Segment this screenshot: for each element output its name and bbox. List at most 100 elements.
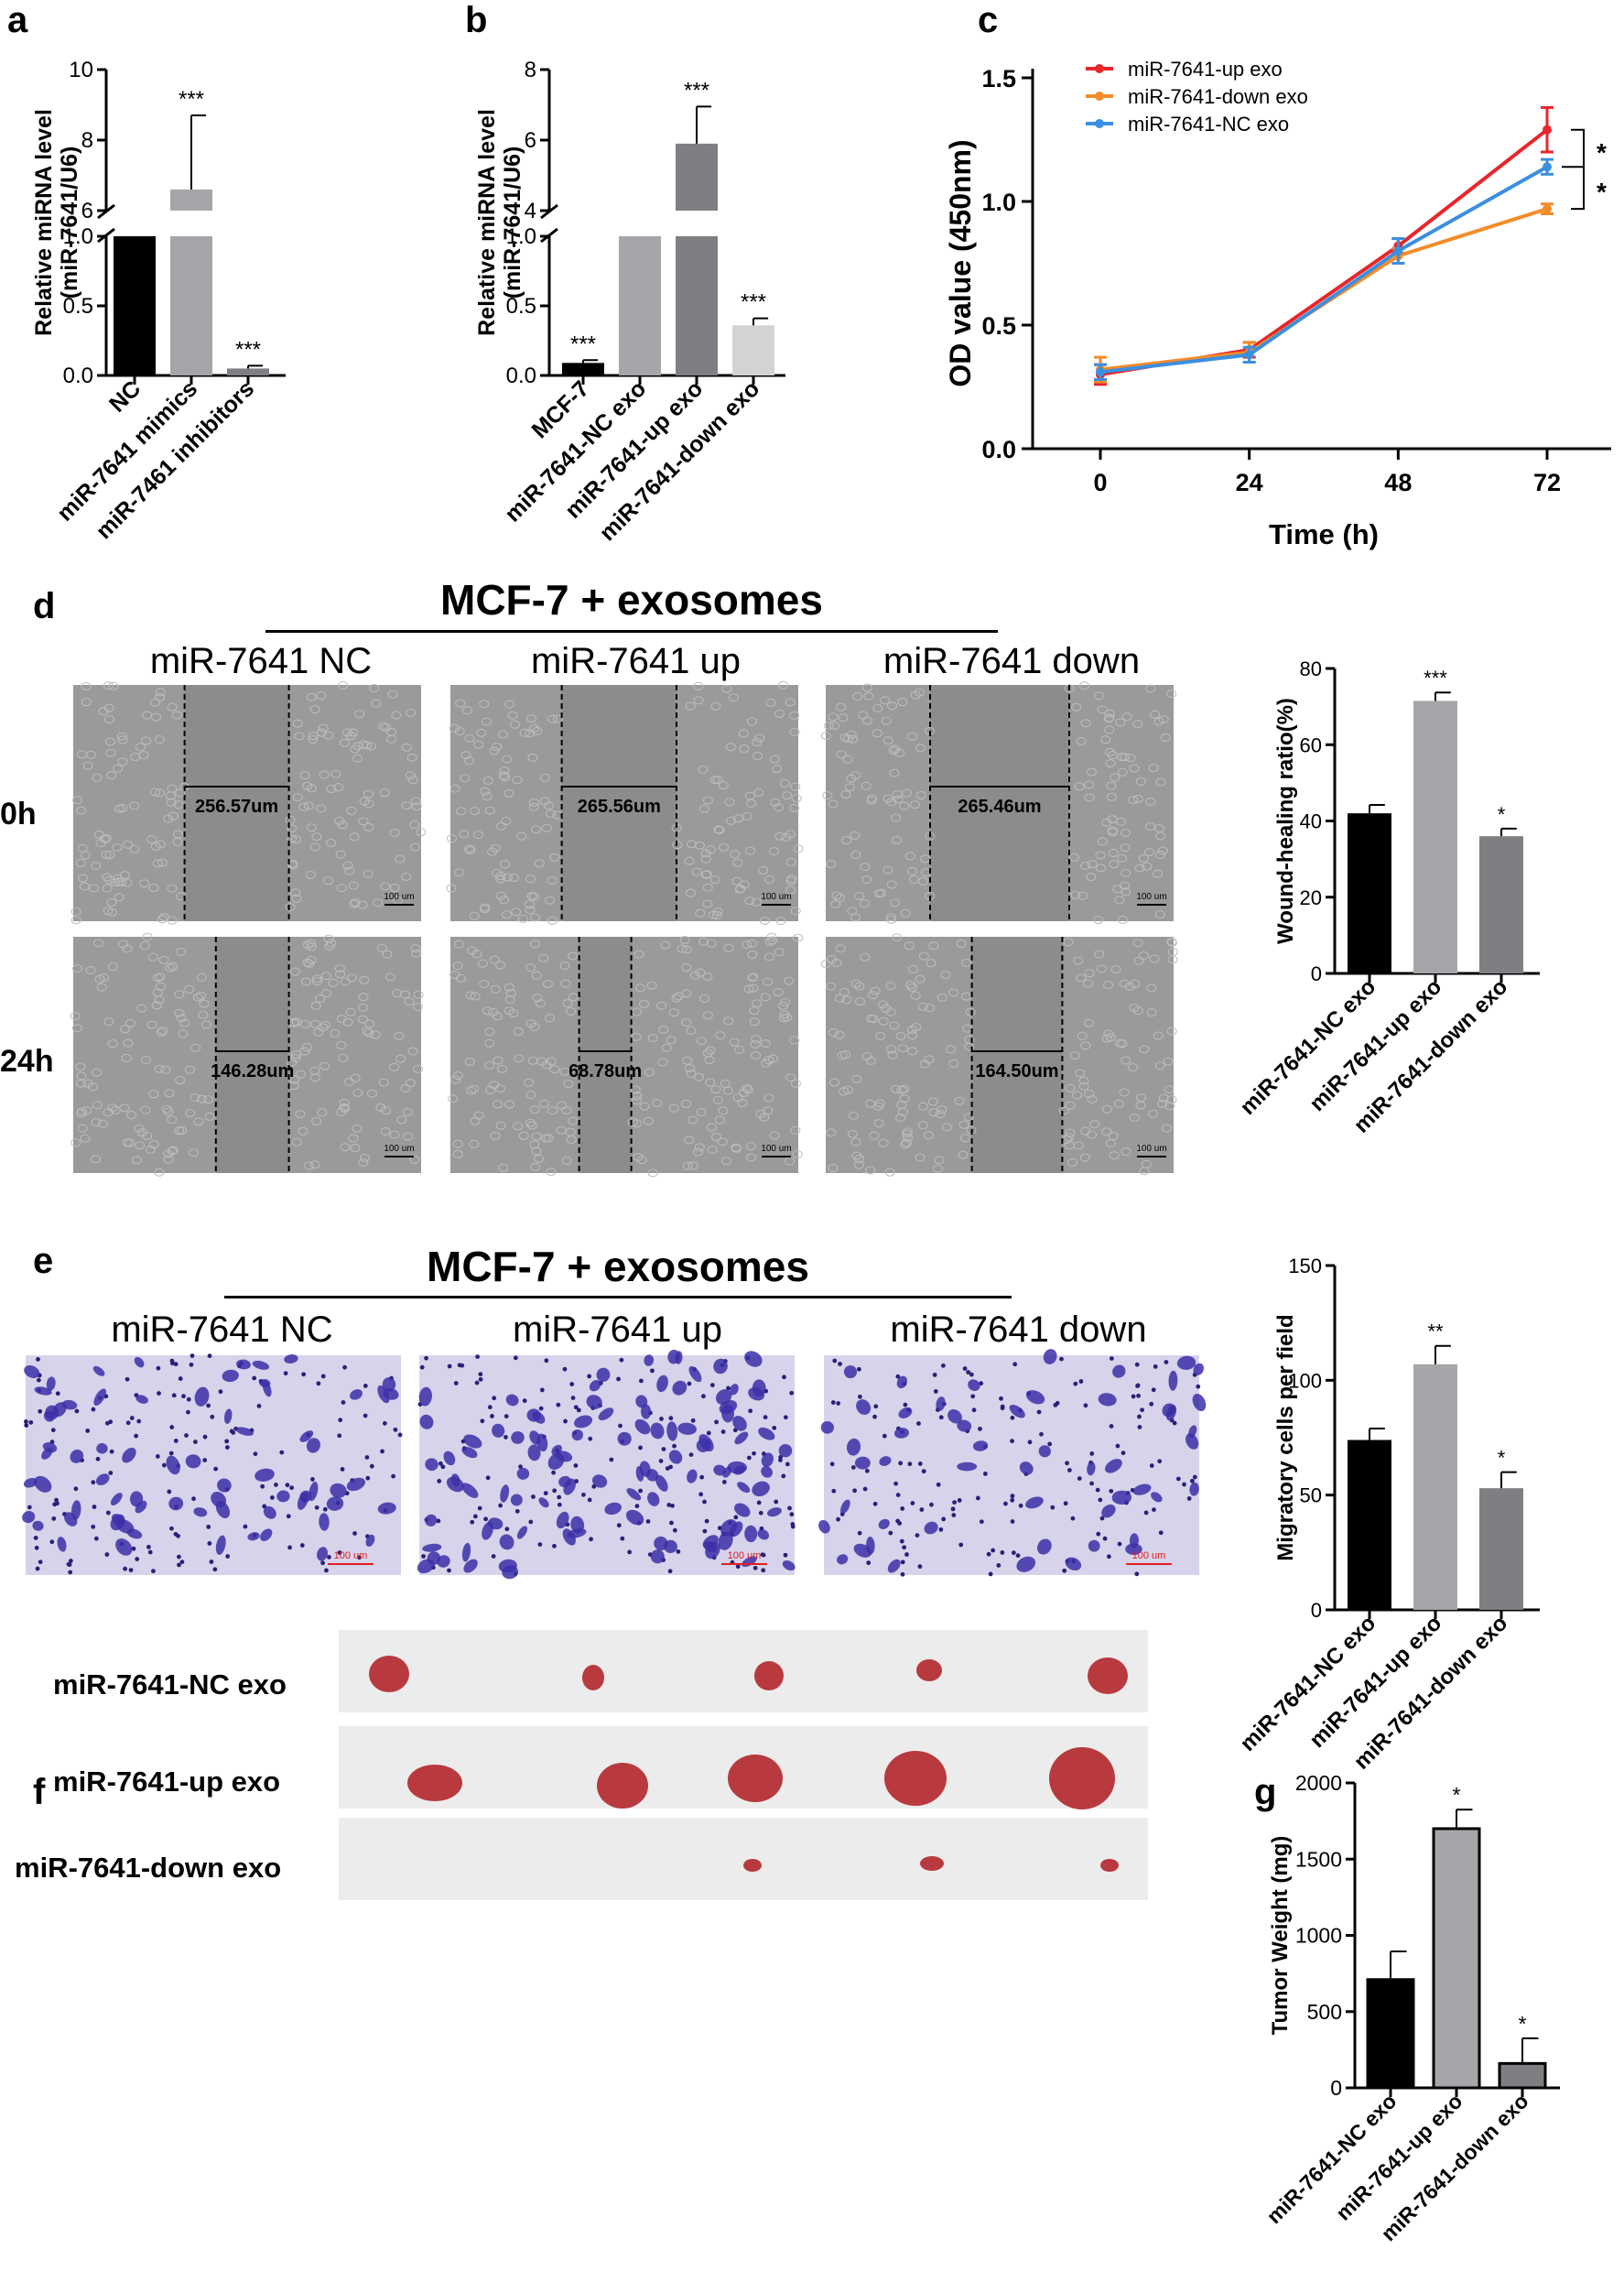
cell xyxy=(289,967,300,976)
pore xyxy=(206,1524,211,1529)
cell xyxy=(104,737,115,746)
cell xyxy=(171,711,182,720)
cell xyxy=(630,1085,641,1094)
cell xyxy=(1097,837,1108,846)
pore xyxy=(1196,1384,1201,1389)
cell xyxy=(563,1079,574,1088)
cell xyxy=(568,993,579,1002)
cell xyxy=(179,1018,190,1027)
pore xyxy=(1089,1451,1095,1456)
tumor xyxy=(407,1765,462,1801)
cell xyxy=(464,733,475,743)
cell xyxy=(1070,890,1081,899)
cell xyxy=(820,732,831,741)
cell xyxy=(406,708,417,717)
cell xyxy=(160,1065,171,1074)
pore xyxy=(986,1551,991,1557)
cell xyxy=(287,834,298,843)
cell xyxy=(148,1090,159,1099)
cell xyxy=(452,1139,463,1148)
cell xyxy=(702,883,713,892)
pore xyxy=(453,1381,459,1385)
migrated-cell xyxy=(846,1438,861,1456)
pore xyxy=(206,1403,211,1408)
cell xyxy=(146,835,157,844)
cell xyxy=(77,843,88,853)
cell xyxy=(176,892,187,901)
migrated-cell xyxy=(115,1538,133,1556)
bar xyxy=(1479,836,1523,973)
pore xyxy=(224,1445,230,1450)
cell xyxy=(960,1134,971,1143)
cell xyxy=(928,941,939,951)
cell xyxy=(167,884,178,893)
cell xyxy=(91,1118,102,1127)
cell xyxy=(345,1007,356,1016)
cell xyxy=(291,1050,302,1059)
pore xyxy=(28,1419,34,1425)
cell xyxy=(80,1134,91,1143)
pore xyxy=(129,1416,135,1420)
cell xyxy=(525,1118,536,1127)
cell xyxy=(906,1026,917,1035)
series-line xyxy=(1099,128,1549,376)
pore xyxy=(756,1500,762,1505)
stain-image-grid: 100 um 100 um 100 um xyxy=(22,1349,1207,1580)
cell xyxy=(917,876,928,886)
pore xyxy=(173,1439,179,1443)
cell xyxy=(910,690,921,700)
cell xyxy=(326,838,337,847)
cell xyxy=(759,916,770,925)
migrated-cell xyxy=(1025,1496,1044,1509)
pore xyxy=(1012,1362,1018,1367)
x-tick-label: 0 xyxy=(1093,469,1107,496)
cell xyxy=(507,711,518,720)
cell xyxy=(828,1164,839,1173)
cell xyxy=(754,733,765,743)
y-axis-label: OD value (450nm) xyxy=(944,139,977,386)
cell xyxy=(469,1084,480,1093)
cell xyxy=(656,1001,667,1010)
migrated-cell xyxy=(761,1466,773,1478)
cell xyxy=(334,816,345,825)
cell xyxy=(323,876,334,886)
cell xyxy=(289,1018,300,1027)
migrated-cell xyxy=(856,1399,872,1415)
migrated-cell xyxy=(306,1438,320,1453)
cell xyxy=(154,1168,165,1177)
cell xyxy=(489,1081,500,1090)
cell xyxy=(831,958,842,967)
pore xyxy=(761,1568,766,1573)
pore xyxy=(357,1555,362,1560)
migrated-cell xyxy=(505,1394,519,1407)
significance-label: *** xyxy=(741,290,766,315)
cell xyxy=(493,1100,503,1109)
pore xyxy=(958,1542,964,1548)
migrated-cell xyxy=(222,1369,239,1383)
cell xyxy=(1148,764,1159,773)
y-tick-label: 0 xyxy=(1311,962,1322,985)
cell xyxy=(860,952,871,962)
cell xyxy=(92,773,103,782)
cell xyxy=(1139,1167,1150,1176)
cell xyxy=(358,993,369,1002)
y-tick-label: 2000 xyxy=(1295,1771,1342,1795)
pore xyxy=(1151,1387,1156,1393)
cell xyxy=(937,1105,947,1114)
cell xyxy=(830,899,841,908)
cell xyxy=(946,1045,957,1054)
pore xyxy=(504,1527,510,1532)
cell xyxy=(568,951,579,961)
cell xyxy=(541,1060,552,1070)
y-tick-label: 50 xyxy=(1300,1484,1322,1507)
wound-gap xyxy=(184,685,289,921)
cell xyxy=(460,774,471,783)
pore xyxy=(872,1501,878,1506)
significance-label: *** xyxy=(570,331,596,356)
cell xyxy=(684,1063,695,1072)
migrated-cell xyxy=(1112,1364,1126,1378)
cell xyxy=(531,1132,542,1141)
cell xyxy=(731,876,742,886)
cell xyxy=(495,891,506,900)
cell xyxy=(340,1103,351,1113)
